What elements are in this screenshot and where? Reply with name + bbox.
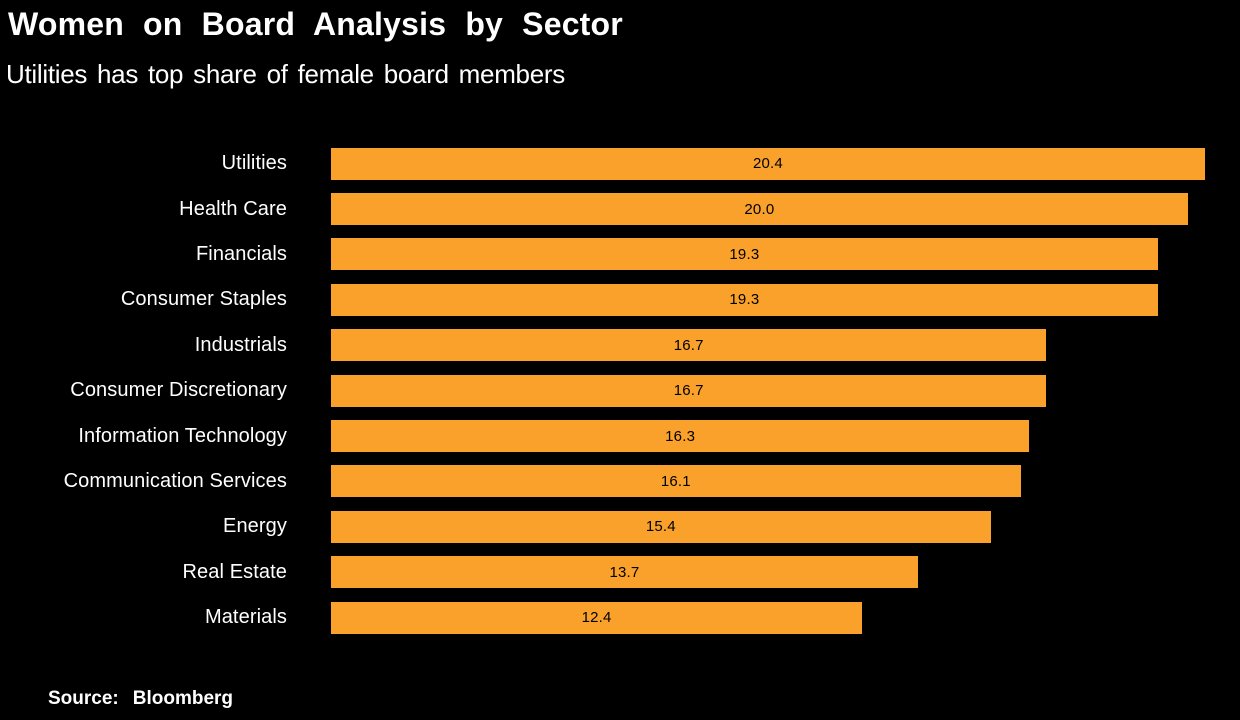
value-label: 16.7 (673, 382, 704, 400)
bar-chart: Utilities 20.4 Health Care 20.0 Financials 19… (0, 141, 1240, 640)
chart-row: Financials 19.3 (0, 232, 1240, 277)
category-label: Consumer Discretionary (70, 379, 287, 402)
bar: 16.7 (331, 374, 1047, 407)
chart-row: Materials 12.4 (0, 595, 1240, 640)
source-value: Bloomberg (132, 688, 234, 709)
chart-row: Information Technology 16.3 (0, 413, 1240, 458)
category-label: Industrials (194, 333, 287, 356)
bar: 16.1 (331, 465, 1021, 498)
category-label: Utilities (221, 152, 287, 175)
value-label: 19.3 (729, 291, 760, 309)
bar: 20.4 (331, 147, 1205, 180)
value-label: 20.0 (744, 200, 775, 218)
category-label: Information Technology (78, 424, 287, 447)
value-label: 13.7 (609, 563, 640, 581)
chart-row: Communication Services 16.1 (0, 459, 1240, 504)
chart-title: Women on Board Analysis by Sector (8, 6, 623, 42)
category-label: Health Care (179, 197, 287, 220)
value-label: 20.4 (752, 155, 783, 173)
category-label: Materials (204, 606, 287, 629)
bar: 15.4 (331, 510, 991, 543)
chart-row: Industrials 16.7 (0, 323, 1240, 368)
source-line: Source: Bloomberg (48, 688, 233, 710)
value-label: 16.1 (660, 472, 691, 490)
bar: 13.7 (331, 556, 918, 589)
category-label: Financials (195, 242, 287, 265)
chart-row: Utilities 20.4 (0, 141, 1240, 186)
bar: 16.3 (331, 420, 1030, 453)
chart-row: Consumer Discretionary 16.7 (0, 368, 1240, 413)
bar: 12.4 (331, 601, 863, 634)
bar: 19.3 (331, 238, 1158, 271)
bar: 20.0 (331, 193, 1188, 226)
category-label: Energy (223, 515, 287, 538)
category-label: Consumer Staples (120, 288, 287, 311)
chart-subtitle: Utilities has top share of female board … (6, 59, 565, 89)
chart-row: Real Estate 13.7 (0, 550, 1240, 595)
source-label: Source: (48, 688, 119, 709)
value-label: 16.7 (673, 336, 704, 354)
value-label: 15.4 (645, 518, 676, 536)
bar: 19.3 (331, 283, 1158, 316)
chart-row: Consumer Staples 19.3 (0, 277, 1240, 322)
bar: 16.7 (331, 329, 1047, 362)
category-label: Communication Services (63, 469, 287, 492)
value-label: 16.3 (665, 427, 696, 445)
chart-row: Health Care 20.0 (0, 186, 1240, 231)
value-label: 12.4 (581, 609, 612, 627)
chart-row: Energy 15.4 (0, 504, 1240, 549)
category-label: Real Estate (182, 560, 287, 583)
value-label: 19.3 (729, 245, 760, 263)
